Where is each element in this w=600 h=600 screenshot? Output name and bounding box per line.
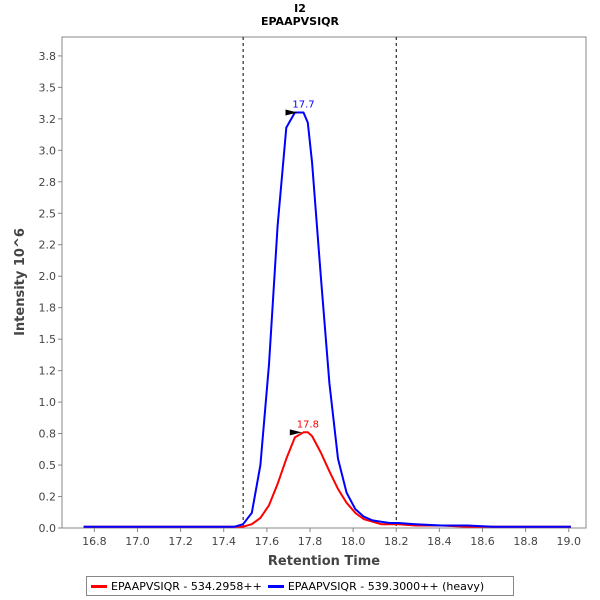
- x-tick-label: 16.8: [82, 535, 107, 548]
- peak-marker: [289, 429, 302, 436]
- y-tick-label: 2.0: [39, 270, 57, 283]
- chart-title: I2: [294, 2, 306, 15]
- y-tick-label: 0.2: [39, 491, 57, 504]
- x-tick-label: 17.6: [255, 535, 280, 548]
- x-tick-label: 18.6: [470, 535, 495, 548]
- y-tick-label: 3.0: [39, 144, 57, 157]
- legend-swatch-light: [91, 584, 107, 588]
- x-tick-label: 17.2: [168, 535, 193, 548]
- legend-swatch-heavy: [267, 584, 284, 588]
- x-axis: 16.8 17.0 17.2 17.4 17.6 17.8 18.0 18.2 18.4 18.6…: [82, 528, 581, 548]
- y-tick-label: 2.8: [39, 176, 57, 189]
- legend-label-light: EPAAPVSIQR - 534.2958++: [111, 579, 262, 593]
- series-line-heavy: [83, 111, 571, 528]
- x-tick-label: 18.2: [384, 535, 409, 548]
- y-tick-label: 0.8: [39, 428, 57, 441]
- peak-label: 17.7: [292, 100, 314, 111]
- y-axis-label: Intensity 10^6: [13, 228, 28, 336]
- series-lines: [83, 111, 571, 528]
- integration-boundaries: [242, 37, 397, 528]
- y-tick-label: 0.0: [39, 522, 57, 535]
- x-tick-label: 17.4: [211, 535, 236, 548]
- y-tick-label: 3.2: [39, 113, 57, 126]
- y-tick-label: 0.5: [39, 459, 57, 472]
- peak-marker: [285, 109, 298, 116]
- x-axis-label: Retention Time: [268, 554, 380, 569]
- chart-subtitle: EPAAPVSIQR: [261, 15, 340, 28]
- y-tick-label: 3.8: [39, 50, 57, 63]
- x-tick-label: 17.0: [125, 535, 150, 548]
- y-tick-label: 2.2: [39, 239, 57, 252]
- x-tick-label: 18.4: [427, 535, 452, 548]
- y-tick-label: 1.0: [39, 396, 57, 409]
- x-tick-label: 18.8: [513, 535, 538, 548]
- x-tick-label: 19.0: [556, 535, 581, 548]
- plot-area: [61, 36, 587, 529]
- y-tick-label: 2.5: [39, 207, 57, 220]
- x-tick-label: 17.8: [298, 535, 323, 548]
- y-tick-label: 3.5: [39, 81, 57, 94]
- legend: EPAAPVSIQR - 534.2958++ EPAAPVSIQR - 539…: [86, 576, 514, 596]
- y-axis: 0.0 0.2 0.5 0.8 1.0 1.2 1.5 1.8 2.0 2.2 2.5 2.8 3.0 3…: [39, 50, 62, 535]
- y-tick-label: 1.5: [39, 333, 57, 346]
- legend-label-heavy: EPAAPVSIQR - 539.3000++ (heavy): [287, 579, 485, 593]
- peak-label: 17.8: [297, 419, 319, 430]
- legend-item-heavy: EPAAPVSIQR - 539.3000++ (heavy): [267, 579, 485, 593]
- y-tick-label: 1.2: [39, 365, 57, 378]
- x-tick-label: 18.0: [341, 535, 366, 548]
- legend-item-light: EPAAPVSIQR - 534.2958++: [91, 580, 262, 593]
- y-tick-label: 1.8: [39, 302, 57, 315]
- peak-labels: 17.8 17.7: [285, 100, 319, 436]
